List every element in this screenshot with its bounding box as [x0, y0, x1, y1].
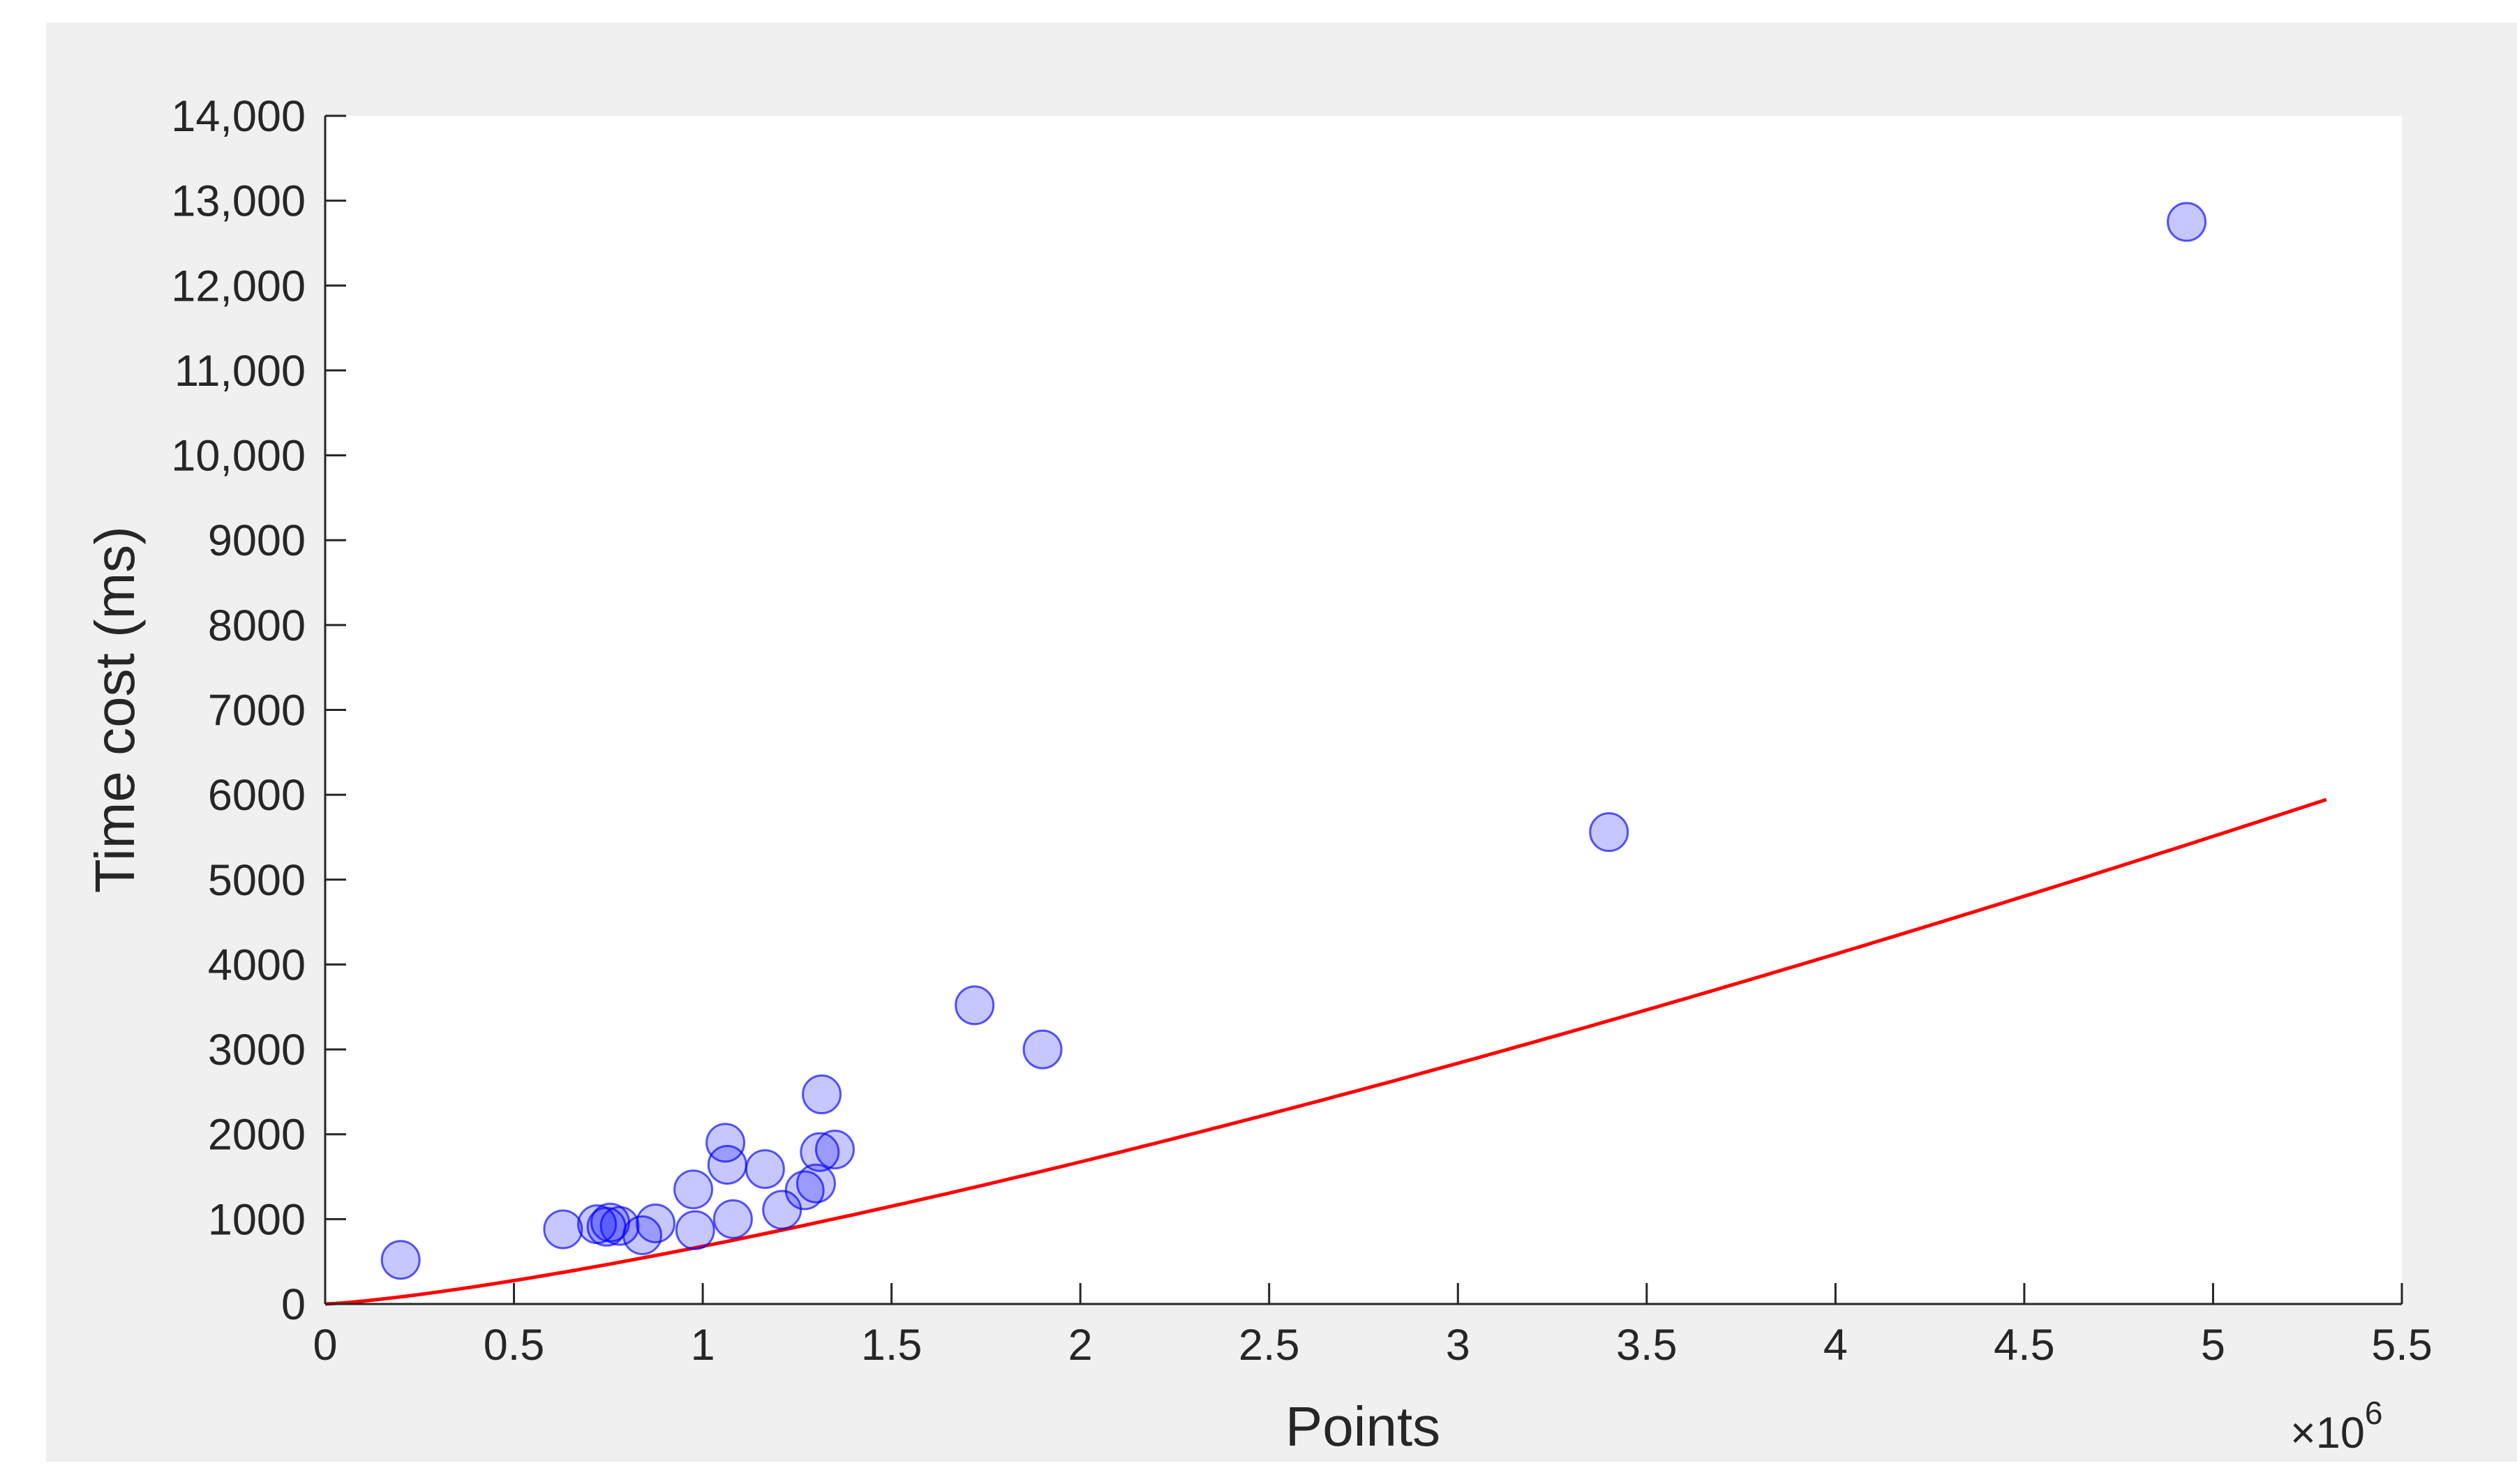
data-point	[705, 1123, 746, 1163]
x-tick-label: 2	[1068, 1321, 1093, 1370]
x-tick-label: 0	[313, 1321, 337, 1370]
data-point	[802, 1074, 842, 1115]
y-tick-label: 13,000	[171, 177, 306, 226]
data-point	[1022, 1029, 1063, 1070]
axes-background	[325, 116, 2402, 1304]
y-tick-label: 0	[281, 1280, 306, 1329]
y-tick-label: 4000	[208, 940, 306, 989]
y-tick-label: 10,000	[171, 432, 306, 481]
data-point	[955, 985, 995, 1026]
x-tick-label: 4.5	[1994, 1321, 2055, 1370]
x-axis-label: Points	[1285, 1395, 1440, 1457]
y-tick-label: 5000	[208, 856, 306, 905]
x-tick-label: 1	[691, 1321, 715, 1370]
y-tick-label: 11,000	[174, 347, 306, 396]
data-point	[745, 1149, 785, 1190]
y-tick-label: 9000	[208, 516, 306, 565]
x-exponent-label: ×106	[2290, 1395, 2382, 1457]
data-point	[380, 1240, 421, 1280]
x-tick-label: 1.5	[861, 1321, 923, 1370]
y-tick-label: 12,000	[171, 262, 306, 310]
y-axis-label: Time cost (ms)	[84, 526, 146, 893]
y-tick-label: 6000	[208, 771, 306, 820]
data-point	[1589, 812, 1629, 853]
data-point	[622, 1215, 663, 1255]
data-point	[800, 1132, 840, 1172]
data-point	[635, 1203, 675, 1243]
x-tick-label: 3	[1446, 1321, 1470, 1370]
y-tick-label: 7000	[208, 687, 306, 735]
x-tick-label: 3.5	[1616, 1321, 1678, 1370]
data-point	[2167, 202, 2207, 242]
y-tick-label: 2000	[208, 1111, 306, 1160]
fit-curve-layer	[324, 797, 2327, 1306]
x-tick-label: 4	[1823, 1321, 1848, 1370]
data-point	[796, 1163, 836, 1204]
data-point	[814, 1130, 855, 1170]
fit-curve	[324, 797, 2327, 1306]
data-point	[599, 1206, 640, 1246]
data-point	[712, 1199, 753, 1239]
y-tick-label: 8000	[208, 601, 306, 650]
axes-layer: 0 0.5 1 1.5 2 2.5 3 3.5 4 4.5 5 5.5 0 1000 2000 3000 400…	[171, 92, 2433, 1370]
x-exponent-power: 6	[2365, 1395, 2383, 1431]
y-tick-label: 14,000	[171, 92, 306, 141]
x-tick-label: 0.5	[484, 1321, 545, 1370]
data-point	[675, 1210, 715, 1250]
y-tick-label: 1000	[208, 1195, 306, 1244]
data-point	[784, 1170, 825, 1211]
data-point	[762, 1190, 802, 1230]
data-point	[673, 1169, 714, 1210]
x-tick-label: 2.5	[1239, 1321, 1300, 1370]
scatter-points-layer	[380, 202, 2207, 1280]
x-tick-label: 5	[2201, 1321, 2225, 1370]
x-exponent-base: ×10	[2290, 1409, 2365, 1457]
x-tick-label: 5.5	[2371, 1321, 2433, 1370]
y-tick-label: 3000	[208, 1026, 306, 1074]
data-point	[707, 1145, 747, 1185]
data-point	[543, 1209, 583, 1250]
